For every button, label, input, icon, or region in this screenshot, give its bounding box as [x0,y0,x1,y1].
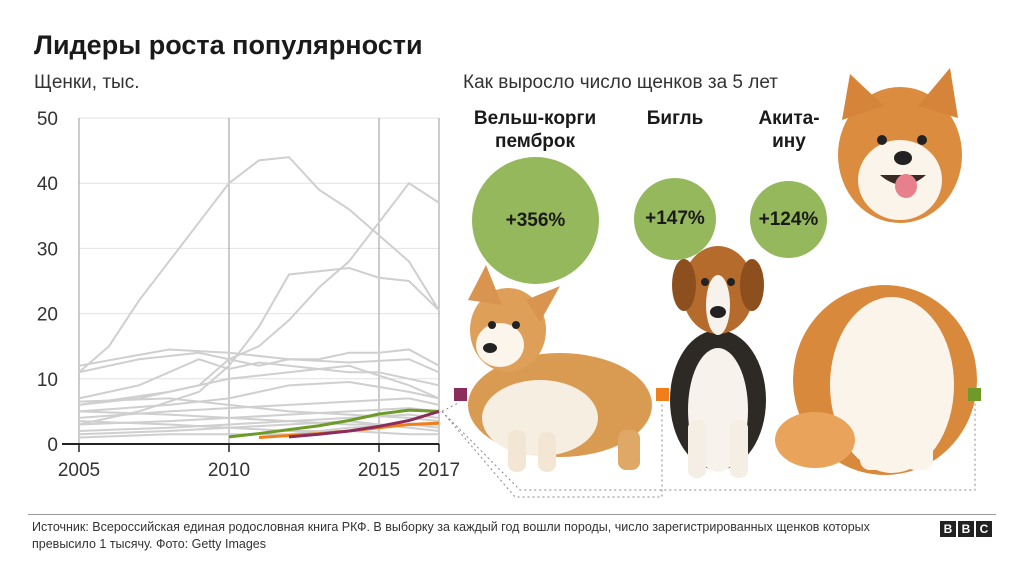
legend-marker-corgi [454,388,467,401]
growth-bubble-corgi: +356% [472,157,599,284]
series-line [288,409,440,439]
source-note: Источник: Всероссийская единая родословн… [32,520,870,551]
bbc-logo-letter-1: B [940,521,956,537]
breed-label-beagle: Бигль [625,107,725,130]
y-tick-label: 50 [37,109,58,130]
legend-marker-beagle [656,388,669,401]
series-line [228,408,440,439]
growth-subtitle: Как выросло число щенков за 5 лет [463,72,778,93]
background-breed-line [78,358,440,400]
bbc-logo-letter-2: B [958,521,974,537]
legend-connector-line [441,402,663,498]
breed-label-akita: Акита- ину [740,107,838,153]
y-axis-unit-label: Щенки, тыс. [34,72,140,93]
y-tick-label: 40 [37,174,58,195]
y-tick-label: 10 [37,370,58,391]
background-breed-line [78,397,440,423]
background-breed-line [78,407,440,426]
bbc-logo-letter-3: C [976,521,992,537]
breed-label-akita-line2: ину [772,131,806,152]
bbc-logo: B B C [940,521,992,537]
growth-bubble-akita: +124% [750,181,827,258]
x-tick-label: 2005 [58,460,100,481]
background-breed-line [78,397,440,419]
breed-label-corgi-line1: Вельш-корги [473,108,597,129]
background-breed-line [78,381,440,413]
background-breed-line [78,156,440,374]
legend-connector-line [441,402,976,491]
background-breed-line [78,348,440,374]
chart-title: Лидеры роста популярности [34,30,423,60]
breed-label-corgi: Вельш-корги пемброк [460,107,610,153]
breed-label-beagle-line1: Бигль [646,108,704,129]
breed-label-akita-line1: Акита- [758,108,820,129]
x-tick-label: 2015 [358,460,400,481]
x-tick-label: 2017 [418,460,460,481]
background-breed-line [78,364,440,406]
y-tick-label: 20 [37,305,58,326]
x-tick-label: 2010 [208,460,250,481]
legend-connector-line [441,401,461,412]
growth-bubble-beagle: +147% [634,178,716,260]
y-tick-label: 30 [37,239,58,260]
y-tick-label: 0 [47,435,58,456]
footer-divider [28,514,996,515]
background-breed-line [78,266,440,426]
background-breed-line [78,420,440,432]
corgi-photo [468,265,652,472]
legend-marker-akita [968,388,981,401]
breed-label-corgi-line2: пемброк [494,131,576,152]
beagle-photo [670,246,766,478]
akita-photo [775,68,977,475]
